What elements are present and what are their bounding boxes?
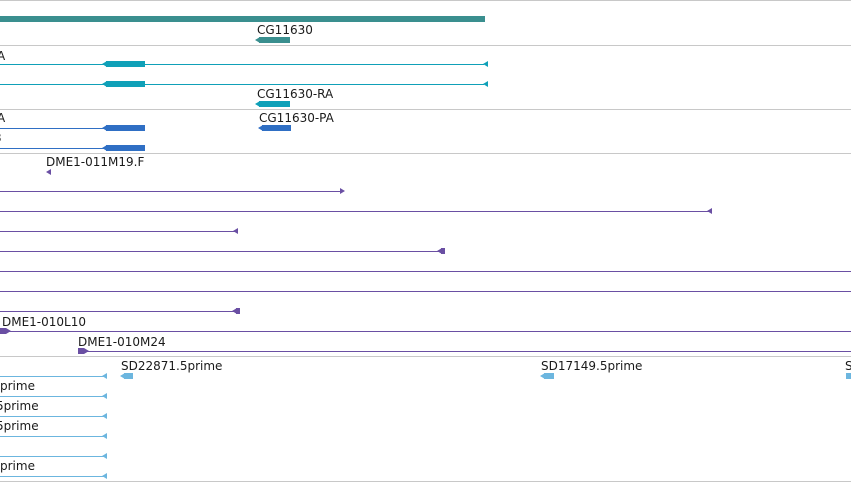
clone-line[interactable] <box>0 191 340 192</box>
track-separator <box>0 109 851 110</box>
est-label: SD17149.5prime <box>541 359 643 373</box>
strand-arrow-icon <box>707 208 712 214</box>
protein-exon[interactable] <box>262 125 291 131</box>
transcript-intron-line <box>0 64 484 65</box>
strand-arrow-icon <box>255 37 260 43</box>
track-separator <box>0 0 851 1</box>
est-label: S <box>845 359 851 373</box>
strand-arrow-icon <box>102 393 107 399</box>
clone-end-block <box>0 328 6 334</box>
strand-arrow-icon <box>258 125 263 131</box>
clone-label: DME1-010L10 <box>2 315 86 329</box>
transcript-intron-line <box>0 84 484 85</box>
est-label: prime <box>0 459 35 473</box>
strand-arrow-icon <box>102 453 107 459</box>
est-line[interactable] <box>0 416 106 417</box>
track-separator <box>0 356 851 357</box>
protein-intron-line <box>0 148 106 149</box>
strand-arrow-icon <box>483 61 488 67</box>
clone-line[interactable] <box>0 211 712 212</box>
gene-feature[interactable] <box>259 37 290 43</box>
est-line[interactable] <box>0 476 106 477</box>
strand-arrow-icon <box>102 81 107 87</box>
strand-arrow-icon <box>102 413 107 419</box>
gene-feature-span[interactable] <box>0 16 485 22</box>
transcript-exon[interactable] <box>106 61 145 67</box>
strand-arrow-icon <box>540 373 545 379</box>
track-separator <box>0 45 851 46</box>
clone-label: DME1-011M19.F <box>46 155 145 169</box>
strand-arrow-icon <box>102 373 107 379</box>
est-feature[interactable] <box>544 373 554 379</box>
est-label: SD22871.5prime <box>121 359 223 373</box>
transcript-exon[interactable] <box>106 81 145 87</box>
clone-line[interactable] <box>0 311 236 312</box>
transcript-exon[interactable] <box>259 101 290 107</box>
strand-arrow-icon <box>102 145 107 151</box>
clone-line[interactable] <box>84 351 851 352</box>
protein-exon[interactable] <box>106 145 145 151</box>
clone-end-block <box>441 248 445 254</box>
est-label: 5prime <box>0 399 39 413</box>
strand-arrow-icon <box>233 228 238 234</box>
strand-arrow-icon <box>102 61 107 67</box>
strand-arrow-icon <box>232 308 237 314</box>
est-feature[interactable] <box>846 373 851 379</box>
clone-end-block <box>78 348 84 354</box>
est-feature[interactable] <box>124 373 133 379</box>
est-line[interactable] <box>0 376 106 377</box>
strand-arrow-icon <box>483 81 488 87</box>
est-label: prime <box>0 379 35 393</box>
strand-arrow-icon <box>102 125 107 131</box>
est-line[interactable] <box>0 436 106 437</box>
clone-line[interactable] <box>0 231 238 232</box>
gene-label: CG11630 <box>257 23 313 37</box>
est-line[interactable] <box>0 456 106 457</box>
strand-arrow-icon[interactable] <box>46 169 51 175</box>
strand-arrow-icon <box>340 188 345 194</box>
track-separator <box>0 153 851 154</box>
clone-label: DME1-010M24 <box>78 335 166 349</box>
strand-arrow-icon <box>102 473 107 479</box>
strand-arrow-icon <box>120 373 125 379</box>
clone-line[interactable] <box>0 271 851 272</box>
clone-end-block <box>236 308 240 314</box>
strand-arrow-icon <box>255 101 260 107</box>
clone-line[interactable] <box>0 291 851 292</box>
protein-label: 3 <box>0 131 2 145</box>
transcript-label: A <box>0 49 6 63</box>
est-label: 5prime <box>0 419 39 433</box>
transcript-label: CG11630-RA <box>257 87 334 101</box>
clone-line[interactable] <box>0 251 441 252</box>
protein-label: CG11630-PA <box>259 111 334 125</box>
strand-arrow-icon <box>102 433 107 439</box>
protein-label: A <box>0 111 6 125</box>
est-line[interactable] <box>0 396 106 397</box>
protein-exon[interactable] <box>106 125 145 131</box>
strand-arrow-icon <box>437 248 442 254</box>
clone-line[interactable] <box>6 331 851 332</box>
protein-intron-line <box>0 128 106 129</box>
